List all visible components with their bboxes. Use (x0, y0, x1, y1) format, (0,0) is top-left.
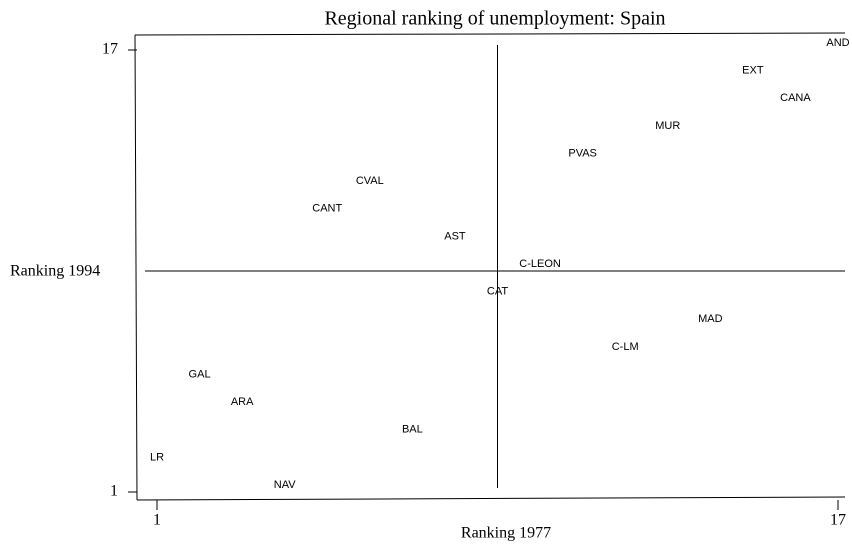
chart-title: Regional ranking of unemployment: Spain (324, 8, 665, 30)
y-tick-label: 1 (110, 483, 118, 500)
x-tick-label: 1 (153, 512, 161, 529)
point-label: NAV (274, 479, 296, 491)
y-axis-label: Ranking 1994 (10, 263, 100, 280)
point-label: LR (150, 451, 164, 463)
x-tick-label: 17 (830, 512, 846, 529)
point-label: C-LEON (519, 258, 561, 270)
point-label: MAD (698, 313, 723, 325)
frame-bottom (136, 496, 846, 501)
point-label: CANA (780, 92, 811, 104)
point-label: CVAL (356, 175, 384, 187)
frame-left (134, 34, 138, 501)
point-label: CANT (312, 203, 342, 215)
point-label: GAL (189, 368, 211, 380)
point-label: AST (444, 230, 466, 242)
point-label: CAT (487, 286, 508, 298)
point-label: PVAS (568, 147, 597, 159)
point-label: BAL (402, 424, 423, 436)
point-label: MUR (655, 120, 680, 132)
point-label: ARA (231, 396, 254, 408)
frame-top (134, 32, 846, 36)
point-label: C-LM (612, 341, 639, 353)
x-axis-label: Ranking 1977 (461, 525, 551, 542)
y-tick-label: 17 (102, 41, 118, 58)
point-label: EXT (742, 65, 764, 77)
point-label: AND (826, 37, 849, 49)
